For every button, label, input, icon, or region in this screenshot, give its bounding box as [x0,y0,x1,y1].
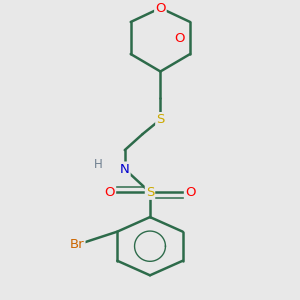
Text: O: O [155,2,166,14]
Text: O: O [185,186,195,199]
Text: Br: Br [70,238,85,251]
Text: N: N [120,163,130,176]
Text: O: O [105,186,115,199]
Text: S: S [146,186,154,199]
Text: O: O [175,32,185,44]
Text: S: S [156,113,165,126]
Text: H: H [94,158,102,171]
